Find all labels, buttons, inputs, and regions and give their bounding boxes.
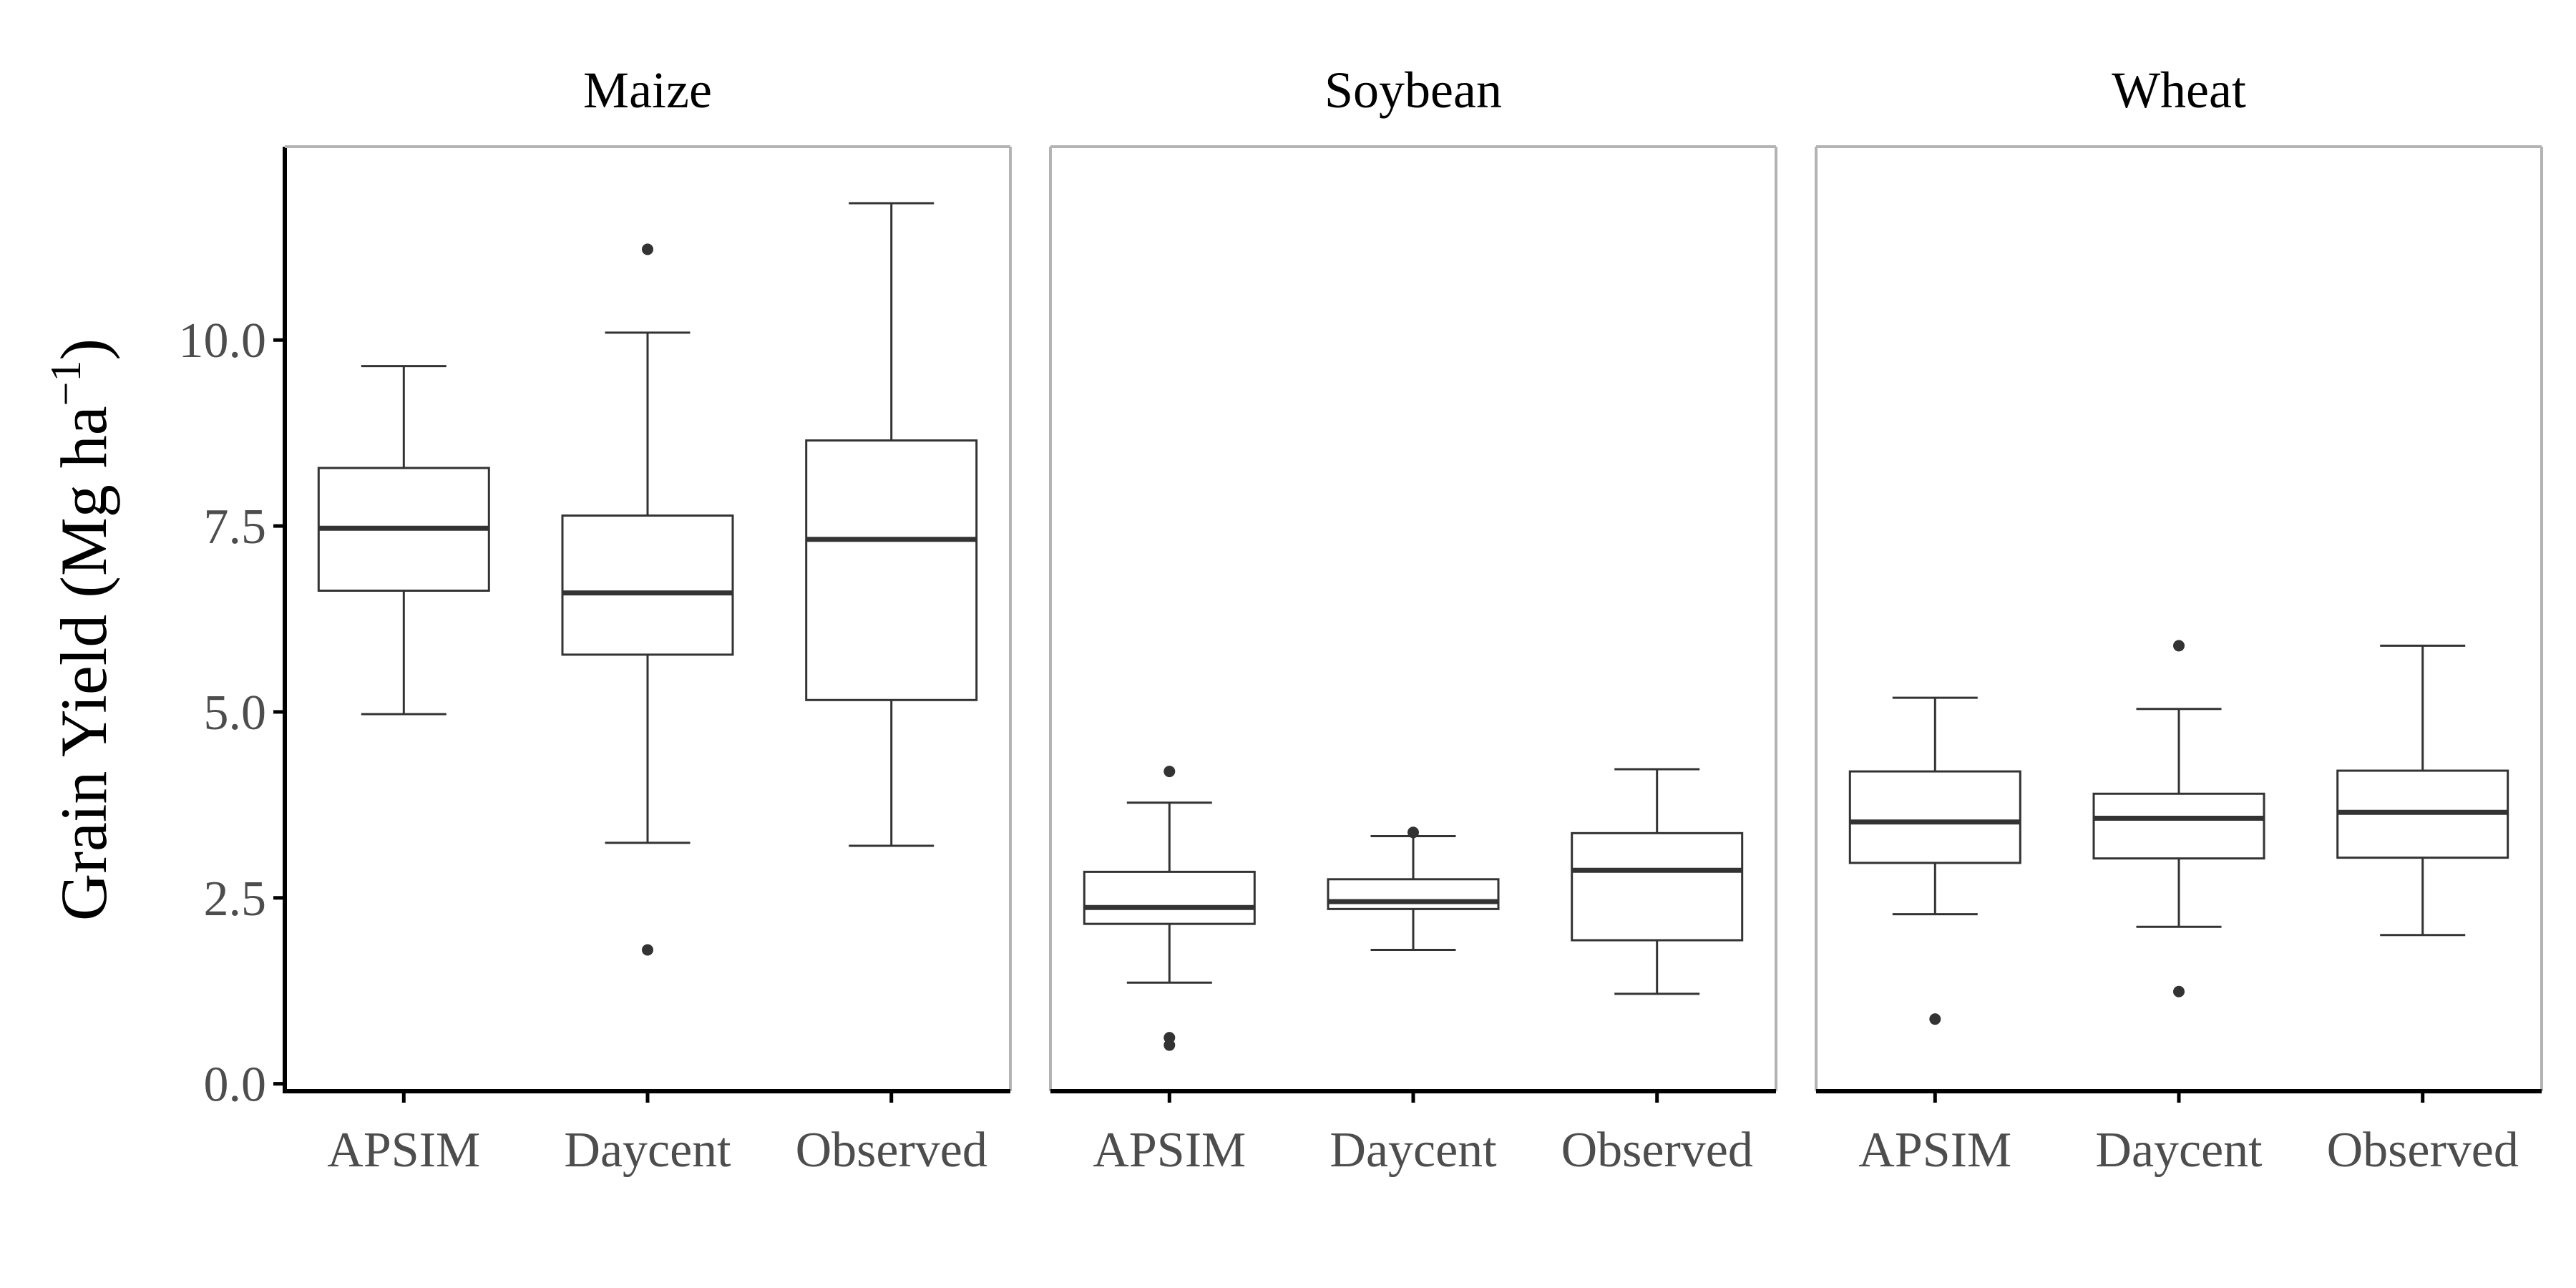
box-apsim: APSIM <box>1083 766 1256 1178</box>
y-tick-label: 0.0 <box>204 1058 267 1113</box>
box-apsim: APSIM <box>317 365 490 1178</box>
iqr-box <box>1083 870 1256 925</box>
y-tick-label: 7.5 <box>204 499 267 555</box>
outlier-point <box>1929 1013 1941 1025</box>
box-apsim: APSIM <box>1848 696 2021 1178</box>
iqr-box <box>1848 770 2021 864</box>
y-axis-title-close: ) <box>47 338 120 361</box>
outlier-point <box>1407 826 1419 839</box>
box-observed: Observed <box>1561 768 1753 1178</box>
iqr-box <box>1327 878 1500 910</box>
panel-wheat: Wheat APSIM Daycent Observed <box>1815 62 2543 1178</box>
box-observed: Observed <box>2327 644 2519 1178</box>
outlier-point <box>1163 766 1176 778</box>
y-axis-title: Grain Yield (Mg ha−1) <box>42 338 120 921</box>
facet-panels: Maize APSIM Daycent Observed Soybean APSIM Day… <box>283 62 2543 1178</box>
box-daycent: Daycent <box>2092 640 2265 1178</box>
box-daycent: Daycent <box>561 243 734 1178</box>
iqr-box <box>561 514 734 656</box>
panel-maize: Maize APSIM Daycent Observed <box>283 62 1012 1178</box>
box-daycent: Daycent <box>1327 826 1500 1178</box>
panel-title: Maize <box>583 62 712 119</box>
box-observed: Observed <box>796 202 987 1178</box>
x-tick-label: Observed <box>1561 1123 1753 1178</box>
outlier-point <box>1163 1039 1176 1051</box>
x-tick-label: Observed <box>2327 1123 2519 1178</box>
x-tick-label: Daycent <box>2095 1123 2263 1178</box>
x-tick-label: Observed <box>796 1123 987 1178</box>
panel-title: Wheat <box>2112 62 2246 119</box>
x-tick-label: APSIM <box>1093 1123 1246 1178</box>
outlier-point <box>642 243 653 255</box>
x-tick-label: Daycent <box>564 1123 731 1178</box>
outlier-point <box>2173 985 2185 997</box>
y-tick-label: 10.0 <box>179 313 267 369</box>
iqr-box <box>805 439 978 701</box>
outlier-point <box>642 944 653 956</box>
y-tick-label: 5.0 <box>204 686 267 741</box>
x-tick-label: APSIM <box>327 1123 480 1178</box>
y-axis-title-main: Grain Yield (Mg ha <box>47 406 120 921</box>
x-tick-label: Daycent <box>1330 1123 1497 1178</box>
x-tick-label: APSIM <box>1858 1123 2011 1178</box>
y-axis: 0.0 2.5 5.0 7.5 10.0 <box>179 147 287 1113</box>
outlier-point <box>2173 640 2185 652</box>
y-tick-label: 2.5 <box>204 872 267 927</box>
iqr-box <box>2092 792 2265 860</box>
panel-title: Soybean <box>1324 62 1502 119</box>
iqr-box <box>1571 831 1744 942</box>
y-axis-title-superscript: −1 <box>42 361 89 406</box>
panel-soybean: Soybean APSIM Daycent Observed <box>1049 62 1777 1178</box>
